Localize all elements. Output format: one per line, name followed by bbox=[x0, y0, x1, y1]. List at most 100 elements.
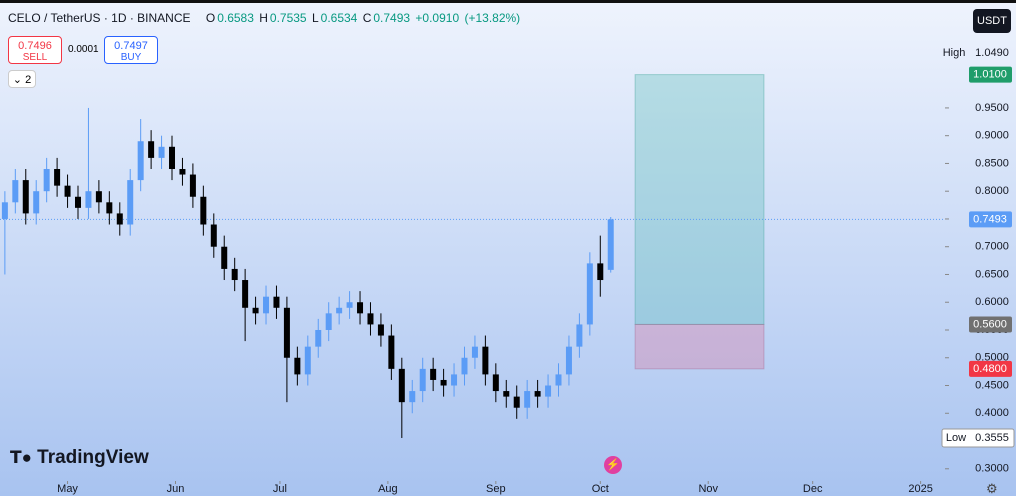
candle-body bbox=[43, 168, 50, 192]
target-label: 1.0100 bbox=[973, 69, 1007, 81]
profit-zone bbox=[634, 74, 765, 325]
high-caption: High bbox=[943, 47, 966, 59]
ohlc-label: H bbox=[259, 11, 268, 25]
last-price-label: 0.7493 bbox=[973, 213, 1007, 225]
candle-body bbox=[231, 268, 238, 281]
candle-body bbox=[346, 302, 353, 308]
y-tick-label: 0.8000 bbox=[975, 185, 1009, 197]
candle-body bbox=[419, 368, 426, 392]
loss-zone bbox=[634, 323, 765, 370]
candle-body bbox=[336, 307, 343, 314]
events-icon[interactable]: ⚡ bbox=[604, 456, 622, 474]
ohlc-label: L bbox=[311, 11, 319, 25]
candle-body bbox=[409, 391, 416, 403]
candle-body bbox=[451, 374, 458, 386]
entry-label-bg bbox=[969, 316, 1012, 333]
candle-body bbox=[503, 391, 510, 397]
spread: 0.0001 bbox=[68, 44, 99, 55]
y-tick-label: 0.3000 bbox=[975, 463, 1009, 475]
candle-body bbox=[221, 246, 228, 269]
candle-body bbox=[169, 146, 176, 169]
x-tick-label: Aug bbox=[378, 483, 398, 495]
ohlc-label: C bbox=[362, 11, 372, 25]
x-tick-label: 2025 bbox=[908, 483, 932, 495]
candle-body bbox=[440, 379, 447, 386]
candle-body bbox=[388, 335, 395, 369]
y-tick-label: 0.6000 bbox=[975, 296, 1009, 308]
x-tick-label: Jun bbox=[167, 483, 185, 495]
candle-body bbox=[492, 374, 499, 392]
candle-body bbox=[116, 213, 123, 225]
y-tick-label: 0.5000 bbox=[975, 352, 1009, 364]
candle-body bbox=[158, 146, 165, 158]
legend-header: CELO / TetherUS · 1D · BINANCE O 0.6583 H… bbox=[8, 11, 522, 25]
sell-button[interactable]: 0.7496 SELL bbox=[8, 36, 62, 64]
candle-body bbox=[1, 202, 8, 219]
buy-price: 0.7497 bbox=[114, 40, 148, 52]
candle-body bbox=[315, 329, 322, 347]
candle-body bbox=[252, 307, 259, 314]
brand-logo: 𝗧● TradingView bbox=[10, 447, 149, 468]
stop-label: 0.4800 bbox=[973, 363, 1007, 375]
candle-body bbox=[357, 302, 364, 314]
change-pct: (+13.82%) bbox=[464, 11, 521, 25]
candle-body bbox=[367, 313, 374, 325]
candle-body bbox=[189, 174, 196, 197]
candle-body bbox=[325, 313, 332, 330]
candle-body bbox=[74, 196, 81, 208]
ohlc-value: 0.7535 bbox=[269, 11, 307, 25]
candle-body bbox=[565, 346, 572, 375]
candle-body bbox=[377, 324, 384, 336]
candle-body bbox=[555, 374, 562, 386]
candle-body bbox=[545, 385, 552, 397]
candle-body bbox=[85, 191, 92, 208]
candle-body bbox=[513, 396, 520, 408]
candle-body bbox=[607, 219, 614, 270]
last-price-label-bg bbox=[969, 211, 1012, 228]
candle-body bbox=[95, 191, 102, 203]
currency-button[interactable]: USDT bbox=[973, 9, 1011, 33]
candle-body bbox=[54, 168, 61, 186]
candle-body bbox=[534, 391, 541, 397]
change: +0.0910 bbox=[415, 11, 460, 25]
candle-body bbox=[576, 324, 583, 347]
candle-body bbox=[471, 346, 478, 358]
x-tick-label: Dec bbox=[803, 483, 823, 495]
candle-body bbox=[586, 263, 593, 325]
brand: TradingView bbox=[37, 447, 149, 468]
indicators-toggle[interactable]: ⌄ 2 bbox=[8, 70, 36, 88]
candle-body bbox=[64, 185, 71, 197]
y-tick-label: 0.9000 bbox=[975, 130, 1009, 142]
x-tick-label: May bbox=[57, 483, 78, 495]
stop-label-bg bbox=[969, 360, 1012, 377]
buy-button[interactable]: 0.7497 BUY bbox=[104, 36, 158, 64]
high-value: 1.0490 bbox=[975, 47, 1009, 59]
sell-price: 0.7496 bbox=[18, 40, 52, 52]
y-tick-label: 0.7000 bbox=[975, 241, 1009, 253]
y-tick-label: 0.4500 bbox=[975, 379, 1009, 391]
candle-body bbox=[33, 191, 40, 214]
x-tick-label: Jul bbox=[273, 483, 287, 495]
candle-body bbox=[148, 141, 155, 158]
low-caption: Low bbox=[946, 432, 966, 444]
low-value: 0.3555 bbox=[975, 432, 1009, 444]
candle-body bbox=[12, 180, 19, 203]
entry-label: 0.5600 bbox=[973, 318, 1007, 330]
y-tick-label: 0.8500 bbox=[975, 157, 1009, 169]
x-tick-label: Oct bbox=[592, 483, 609, 495]
x-tick-label: Nov bbox=[698, 483, 718, 495]
y-tick-label: 0.9500 bbox=[975, 102, 1009, 114]
candle-body bbox=[242, 280, 249, 308]
settings-icon[interactable]: ⚙ bbox=[986, 481, 998, 496]
candle-body bbox=[273, 296, 280, 308]
candle-body bbox=[294, 357, 301, 375]
symbol: CELO / TetherUS · 1D · BINANCE bbox=[8, 11, 191, 25]
candle-body bbox=[524, 391, 531, 408]
sell-label: SELL bbox=[22, 52, 48, 63]
ohlc-label: O bbox=[205, 11, 216, 25]
buy-label: BUY bbox=[120, 52, 142, 63]
candle-body bbox=[137, 141, 144, 181]
candle-body bbox=[283, 307, 290, 358]
candle-body bbox=[482, 346, 489, 375]
